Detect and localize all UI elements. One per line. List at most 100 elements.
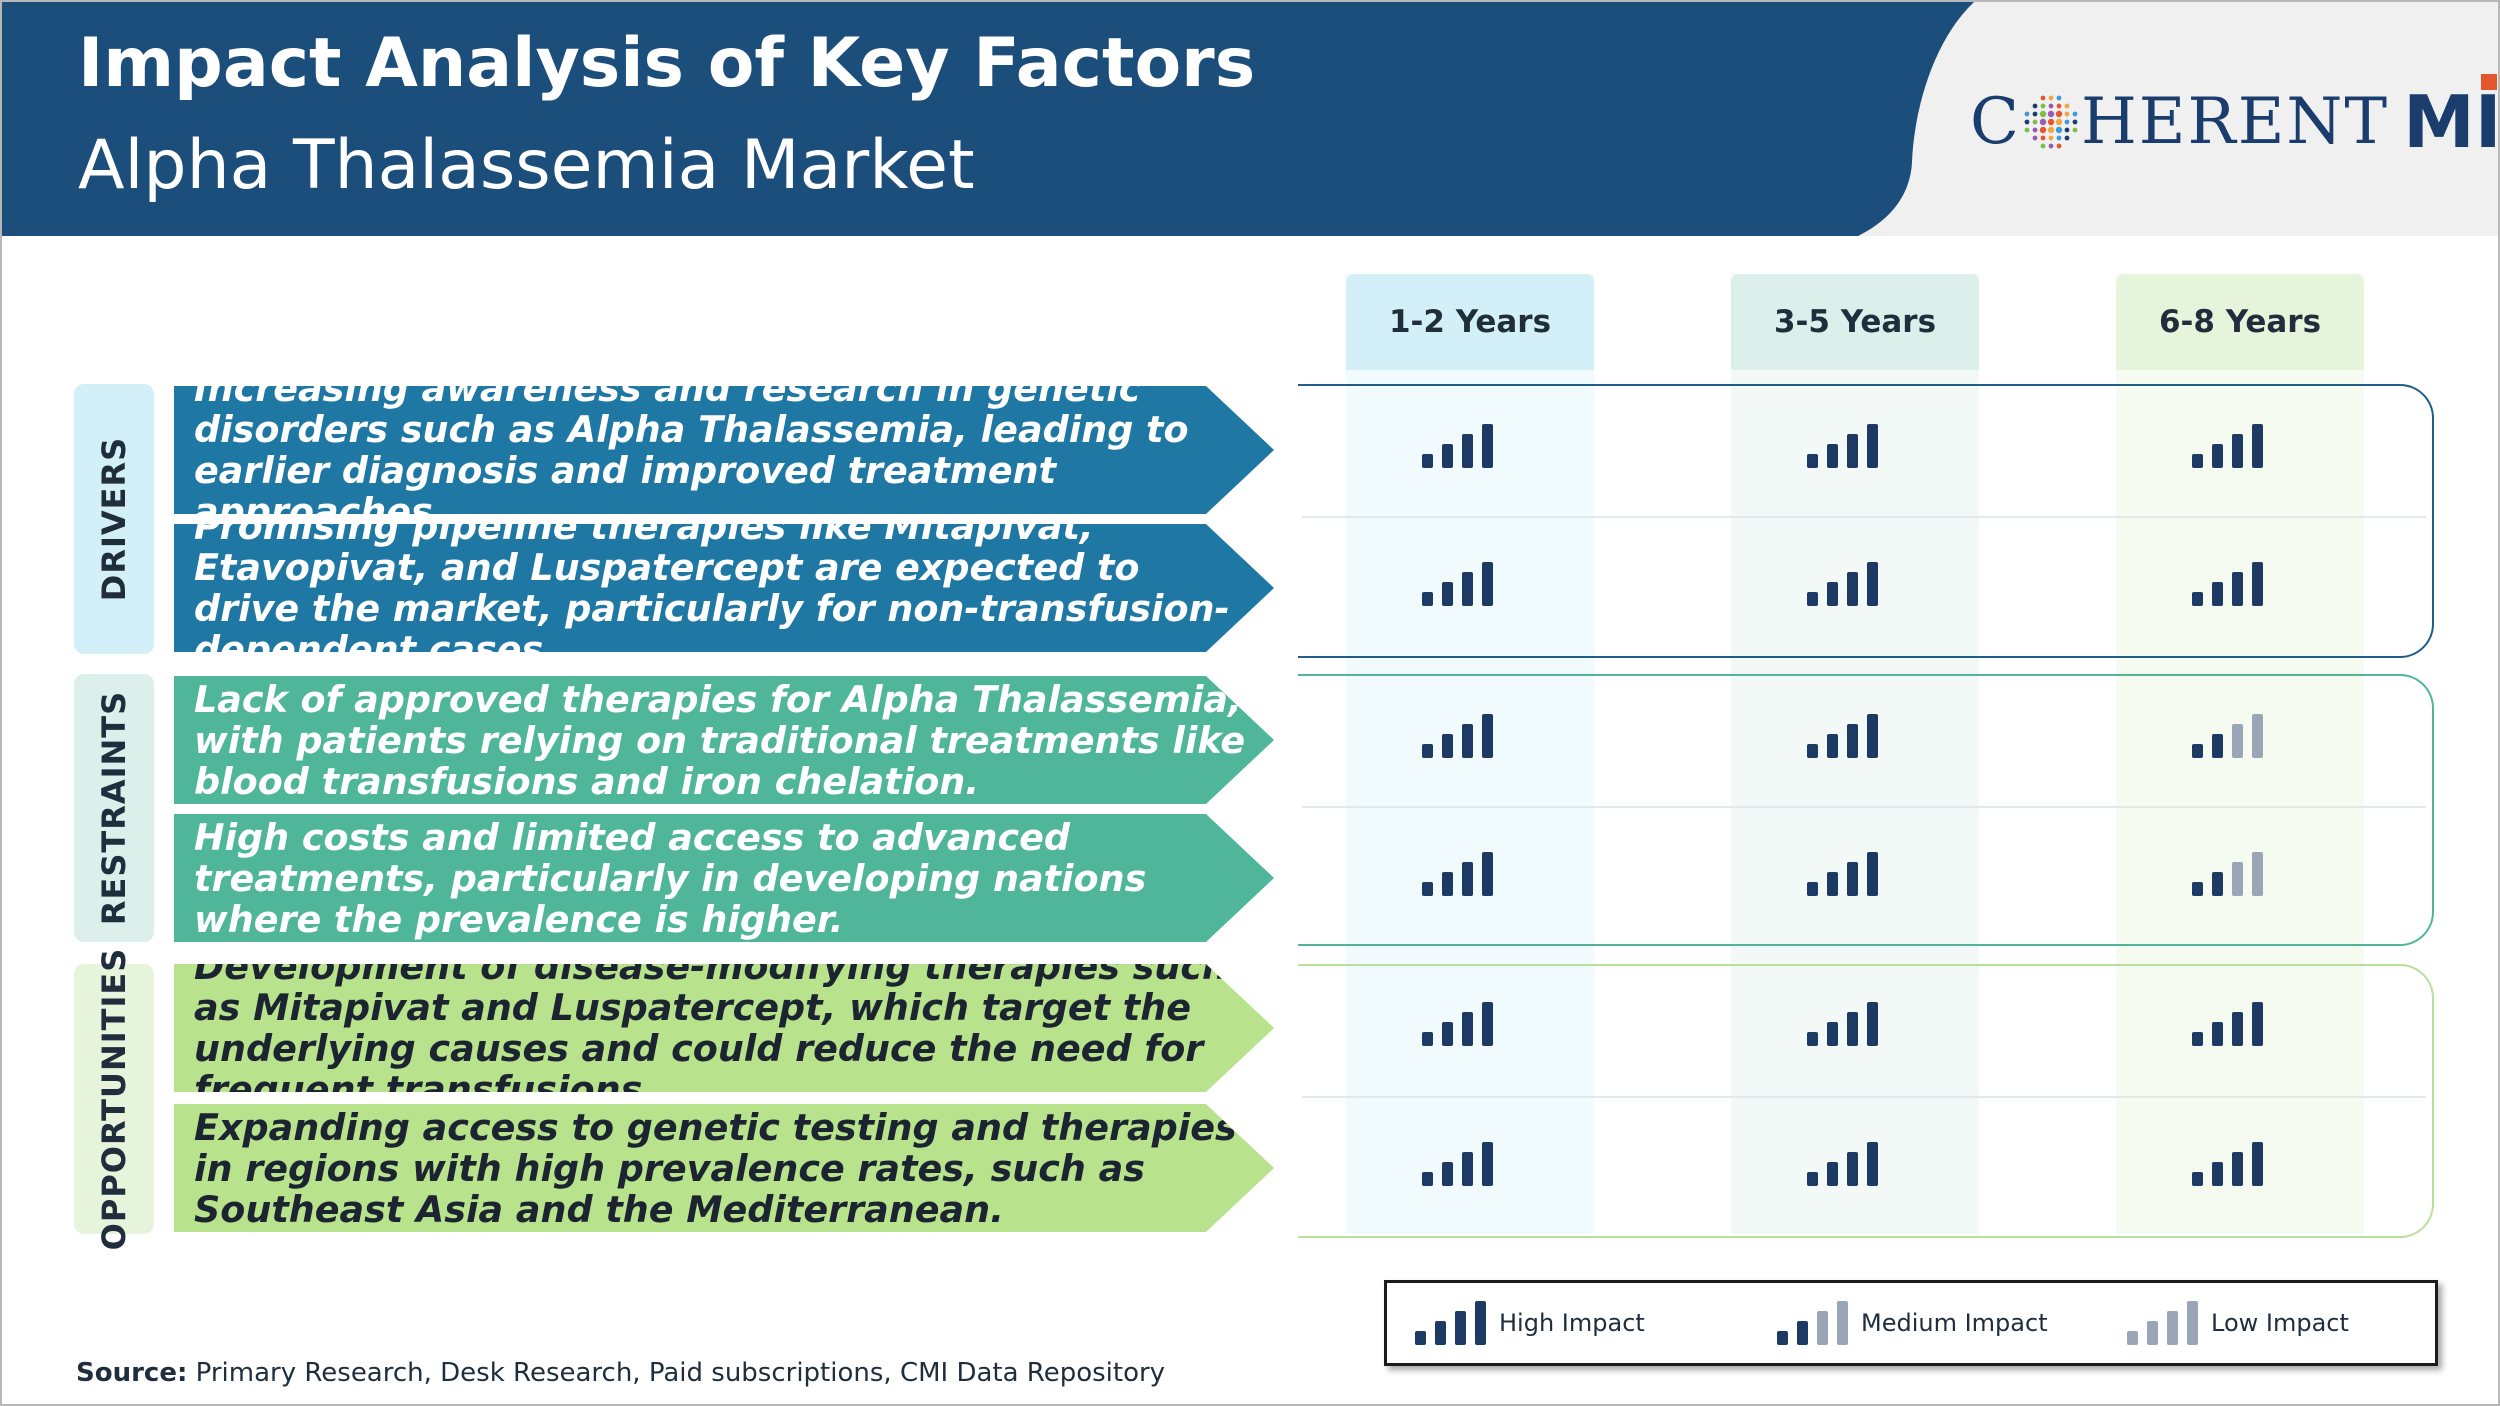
logo-dot bbox=[2039, 110, 2047, 118]
impact-bar bbox=[2192, 1032, 2203, 1046]
logo-dot bbox=[2072, 127, 2078, 133]
impact-indicator-high bbox=[1807, 714, 1881, 758]
impact-indicator-high bbox=[2192, 1142, 2266, 1186]
logo-dotted-globe-icon bbox=[2024, 95, 2078, 149]
logo-dot bbox=[2056, 103, 2062, 109]
group-outline-opportunities bbox=[1298, 964, 2434, 1238]
impact-bar bbox=[1462, 1152, 1473, 1186]
impact-bar bbox=[2192, 454, 2203, 468]
impact-indicator-high bbox=[1422, 852, 1496, 896]
logo-dot bbox=[2064, 103, 2070, 109]
logo-dot bbox=[2040, 95, 2046, 101]
impact-bar bbox=[1482, 1142, 1493, 1186]
impact-bar bbox=[2192, 1172, 2203, 1186]
impact-bar bbox=[1462, 724, 1473, 758]
impact-bar bbox=[1867, 1002, 1878, 1046]
legend-label: Medium Impact bbox=[1861, 1309, 2048, 1337]
impact-bar bbox=[1847, 1152, 1858, 1186]
impact-indicator-high bbox=[1422, 424, 1496, 468]
impact-bar bbox=[1422, 882, 1433, 896]
row-separator bbox=[1302, 516, 2426, 518]
impact-bar bbox=[2212, 1022, 2223, 1046]
impact-bar bbox=[2212, 1162, 2223, 1186]
logo-dot bbox=[2048, 95, 2054, 101]
legend-bars-icon bbox=[1777, 1301, 1851, 1345]
logo-dot bbox=[2055, 126, 2063, 134]
impact-indicator-high bbox=[2192, 424, 2266, 468]
impact-bar bbox=[1827, 444, 1838, 468]
impact-bar bbox=[1435, 1321, 1446, 1345]
impact-indicator-high bbox=[1422, 714, 1496, 758]
impact-indicator-high bbox=[1807, 424, 1881, 468]
category-label-text: DRIVERS bbox=[95, 436, 133, 602]
impact-bar bbox=[1827, 1022, 1838, 1046]
impact-indicator-high bbox=[1422, 1002, 1496, 1046]
impact-bar bbox=[1867, 714, 1878, 758]
impact-bar bbox=[1837, 1301, 1848, 1345]
header-banner bbox=[2, 2, 2498, 236]
impact-bar bbox=[1807, 744, 1818, 758]
legend-label: High Impact bbox=[1499, 1309, 1645, 1337]
impact-indicator-high bbox=[2192, 1002, 2266, 1046]
impact-bar bbox=[2232, 434, 2243, 468]
impact-indicator-high bbox=[1807, 1002, 1881, 1046]
impact-bar bbox=[1462, 434, 1473, 468]
impact-bar bbox=[1777, 1331, 1788, 1345]
impact-bar bbox=[1867, 424, 1878, 468]
impact-bar bbox=[2252, 1002, 2263, 1046]
impact-bar bbox=[1807, 1172, 1818, 1186]
impact-bar bbox=[2232, 862, 2243, 896]
logo-dot bbox=[2072, 119, 2078, 125]
legend-label: Low Impact bbox=[2211, 1309, 2349, 1337]
logo-dot bbox=[2048, 135, 2054, 141]
impact-bar bbox=[1847, 724, 1858, 758]
logo-letter-c: C bbox=[1970, 85, 2021, 159]
logo-dot bbox=[2056, 143, 2062, 149]
logo-dot bbox=[2040, 103, 2046, 109]
impact-bar bbox=[1442, 734, 1453, 758]
factor-text: Lack of approved therapies for Alpha Tha… bbox=[194, 677, 1246, 803]
impact-bar bbox=[2232, 572, 2243, 606]
impact-bar bbox=[2232, 1012, 2243, 1046]
impact-bar bbox=[1847, 572, 1858, 606]
impact-bar bbox=[1827, 582, 1838, 606]
impact-bar bbox=[1422, 1032, 1433, 1046]
impact-bar bbox=[2232, 1152, 2243, 1186]
logo-dot bbox=[2032, 119, 2038, 125]
impact-bar bbox=[1482, 1002, 1493, 1046]
impact-bar bbox=[1867, 1142, 1878, 1186]
factor-arrow: Lack of approved therapies for Alpha Tha… bbox=[174, 676, 1274, 804]
impact-bar bbox=[1847, 1012, 1858, 1046]
logo-word: HERENT bbox=[2080, 85, 2390, 159]
impact-bar bbox=[1827, 1162, 1838, 1186]
impact-indicator-medium bbox=[2192, 852, 2266, 896]
logo-dot bbox=[2032, 103, 2038, 109]
logo-dot bbox=[2064, 119, 2070, 125]
group-outline-restraints bbox=[1298, 674, 2434, 946]
impact-bar bbox=[1797, 1321, 1808, 1345]
impact-bar bbox=[2252, 1142, 2263, 1186]
factor-text: Expanding access to genetic testing and … bbox=[194, 1105, 1237, 1231]
impact-bar bbox=[1807, 454, 1818, 468]
category-label-text: OPPORTUNITIES bbox=[95, 947, 133, 1251]
logo-dot bbox=[2039, 118, 2047, 126]
factor-text: Increasing awareness and research in gen… bbox=[194, 367, 1189, 533]
impact-bar bbox=[1807, 1032, 1818, 1046]
impact-bar bbox=[2147, 1321, 2158, 1345]
column-header-2: 3-5 Years bbox=[1731, 274, 1979, 370]
group-outline-drivers bbox=[1298, 384, 2434, 658]
source-note: Source: Primary Research, Desk Research,… bbox=[76, 1358, 1166, 1388]
impact-indicator-high bbox=[1807, 562, 1881, 606]
impact-bar bbox=[1422, 1172, 1433, 1186]
coherent-mi-logo: C HERENT MI bbox=[1970, 80, 2498, 164]
impact-bar bbox=[2167, 1311, 2178, 1345]
logo-dot bbox=[2048, 143, 2054, 149]
category-label-restraints: RESTRAINTS bbox=[74, 674, 154, 942]
factor-text: Promising pipeline therapies like Mitapi… bbox=[194, 505, 1230, 671]
impact-bar bbox=[1482, 852, 1493, 896]
impact-bar bbox=[1462, 862, 1473, 896]
impact-bar bbox=[1807, 592, 1818, 606]
impact-bar bbox=[1847, 434, 1858, 468]
logo-dot bbox=[2024, 119, 2030, 125]
row-separator bbox=[1302, 1096, 2426, 1098]
